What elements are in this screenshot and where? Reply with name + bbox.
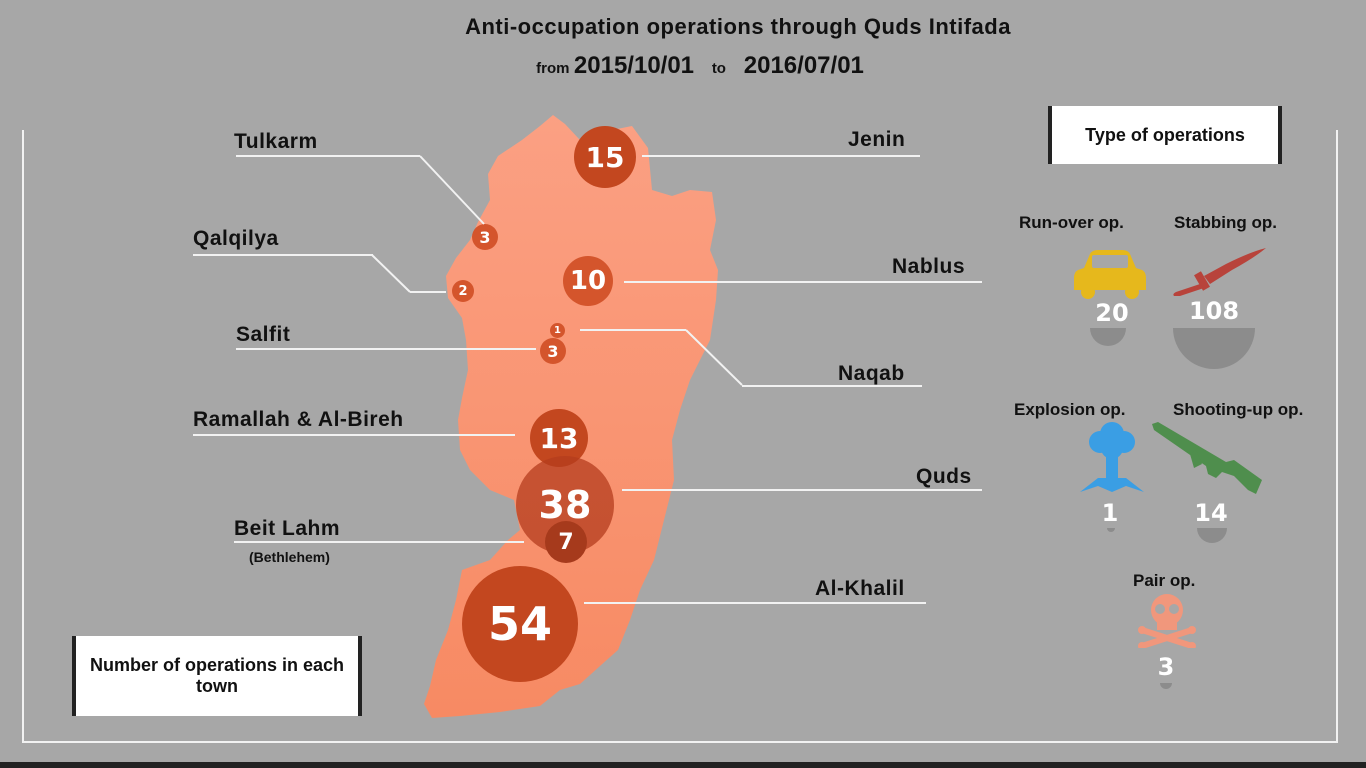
nablus-circle: 10 [563, 256, 613, 306]
al-khalil-label: Al-Khalil [815, 577, 905, 600]
from-date: 2015/10/01 [573, 52, 695, 79]
skull-icon [1138, 594, 1196, 648]
jenin-label: Jenin [848, 128, 906, 151]
pair-count: 3 [1157, 653, 1175, 681]
explosion-bulb [1107, 528, 1115, 532]
pair-bulb [1160, 683, 1172, 689]
pair-label: Pair op. [1133, 571, 1196, 590]
types-box-text: Type of operations [1085, 124, 1245, 145]
explosion-icon [1080, 422, 1144, 492]
jenin-circle: 15 [574, 126, 636, 188]
ramallah-label: Ramallah & Al-Bireh [193, 408, 404, 431]
tulkarm-label: Tulkarm [234, 130, 318, 153]
bottom-bar [0, 762, 1366, 768]
beit-lahm-circle: 7 [545, 521, 587, 563]
explosion-count: 1 [1101, 499, 1119, 527]
qalqilya-leader-line [193, 254, 373, 256]
beit-lahm-sublabel: (Bethlehem) [249, 549, 330, 565]
run-over-count: 20 [1095, 299, 1129, 327]
ramallah-leader-line [193, 434, 515, 436]
date-range: from 2015/10/01 to 2016/07/01 [0, 52, 1366, 80]
shooting-count: 14 [1194, 499, 1228, 527]
stabbing-label: Stabbing op. [1174, 213, 1277, 232]
explosion-label: Explosion op. [1014, 400, 1126, 419]
quds-label: Quds [916, 465, 972, 488]
qalqilya-label: Qalqilya [193, 227, 279, 250]
to-date: 2016/07/01 [743, 52, 864, 79]
salfit-label: Salfit [236, 323, 291, 346]
tulkarm-leader-line [236, 155, 420, 157]
types-box: Type of operations [1048, 106, 1282, 164]
rifle-icon [1152, 422, 1262, 494]
content-frame [22, 130, 1338, 743]
beit-lahm-label: Beit Lahm [234, 517, 341, 540]
legend-box-text: Number of operations in each town [89, 655, 345, 696]
run-over-bulb [1090, 328, 1126, 346]
tulkarm-circle: 3 [472, 224, 498, 250]
stabbing-count: 108 [1188, 297, 1240, 325]
legend-box: Number of operations in each town [72, 636, 362, 716]
page-title: Anti-occupation operations through Quds … [465, 14, 1011, 39]
to-label: to [711, 60, 726, 77]
salfit-circle: 3 [540, 338, 566, 364]
shooting-bulb [1197, 528, 1227, 543]
naqab-label: Naqab [838, 362, 905, 385]
jenin-leader-line [642, 155, 920, 157]
stabbing-bulb [1173, 328, 1255, 369]
knife-icon [1173, 248, 1266, 296]
naqab-leader-line [742, 385, 922, 387]
quds-leader-line [622, 489, 982, 491]
shooting-label: Shooting-up op. [1173, 400, 1304, 419]
al-khalil-circle: 54 [462, 566, 578, 682]
from-label: from [536, 60, 570, 77]
salfit-leader-line [236, 348, 536, 350]
car-icon [1074, 250, 1146, 299]
beit-lahm-leader-line [234, 541, 524, 543]
naqab-circle: 1 [550, 323, 565, 338]
al-khalil-leader-line [584, 602, 926, 604]
qalqilya-circle: 2 [452, 280, 474, 302]
nablus-label: Nablus [892, 255, 966, 278]
run-over-label: Run-over op. [1019, 213, 1124, 232]
nablus-leader-line [624, 281, 982, 283]
